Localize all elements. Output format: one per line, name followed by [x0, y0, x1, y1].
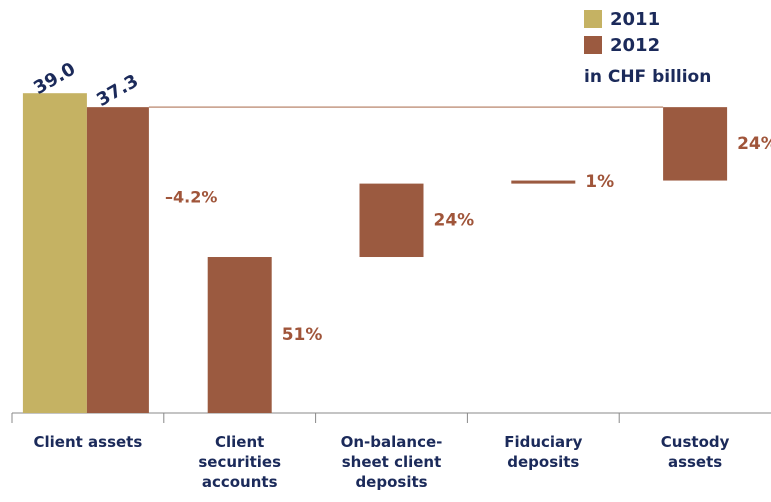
- bar-segment: [663, 107, 728, 181]
- value-label: 39.0: [30, 59, 79, 99]
- x-tick-label: Client assets: [33, 433, 143, 451]
- x-tick-label: Client securities accounts: [198, 433, 281, 491]
- legend-label: 2012: [610, 35, 660, 56]
- bar-segment: [511, 180, 576, 184]
- legend-swatch: [584, 10, 602, 28]
- value-label: 24%: [434, 210, 475, 230]
- bar: [86, 107, 149, 413]
- x-tick-label: Custody assets: [660, 433, 730, 471]
- bar-segment: [207, 257, 272, 413]
- value-label: 24%: [737, 134, 771, 154]
- legend-swatch: [584, 36, 602, 54]
- value-label: 51%: [282, 325, 323, 345]
- x-tick-label: Fiduciary deposits: [504, 433, 583, 471]
- change-label: –4.2%: [165, 188, 217, 207]
- x-tick-label: On-balance-sheet client deposits: [340, 433, 443, 491]
- value-label: 37.3: [93, 71, 142, 111]
- legend-label: 2011: [610, 9, 660, 30]
- bar: [22, 93, 87, 413]
- bar-segment: [359, 183, 424, 258]
- value-label: 1%: [585, 172, 614, 192]
- unit-note: in CHF billion: [584, 67, 711, 87]
